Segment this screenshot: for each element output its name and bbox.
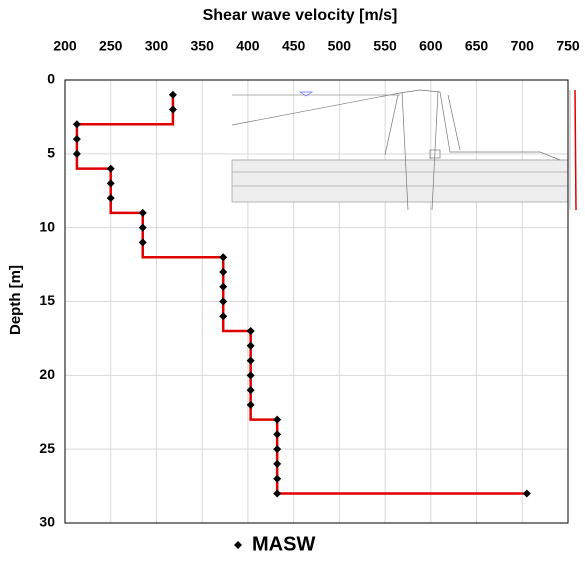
plot-frame: [64, 79, 569, 524]
data-point: [106, 179, 115, 188]
data-point: [219, 282, 228, 291]
data-point: [273, 445, 282, 454]
data-point: [219, 253, 228, 262]
x-tick-label: 300: [145, 38, 169, 54]
data-point: [246, 400, 255, 409]
x-tick-label: 650: [465, 38, 489, 54]
x-tick-label: 400: [236, 38, 260, 54]
data-point: [138, 223, 147, 232]
data-point: [106, 164, 115, 173]
x-tick-label: 350: [191, 38, 215, 54]
y-tick-label: 10: [39, 218, 55, 234]
data-point: [168, 105, 177, 114]
data-point: [273, 474, 282, 483]
data-point: [168, 90, 177, 99]
dam-inset: [231, 89, 577, 211]
data-point: [246, 341, 255, 350]
y-tick-label: 0: [47, 71, 55, 87]
x-tick-label: 550: [373, 38, 397, 54]
x-tick-label: 200: [53, 38, 77, 54]
legend-marker: [234, 541, 242, 549]
y-tick-label: 15: [39, 292, 55, 308]
data-point: [246, 356, 255, 365]
data-point: [246, 386, 255, 395]
chart-title: Shear wave velocity [m/s]: [203, 7, 398, 24]
y-tick-label: 20: [39, 366, 55, 382]
y-tick-label: 5: [47, 145, 55, 161]
x-tick-label: 250: [99, 38, 123, 54]
data-point: [273, 489, 282, 498]
data-point: [219, 297, 228, 306]
x-tick-label: 750: [556, 38, 580, 54]
x-tick-label: 500: [328, 38, 352, 54]
y-tick-label: 25: [39, 440, 55, 456]
data-point: [138, 208, 147, 217]
profile-line: [75, 94, 527, 495]
legend-label: MASW: [252, 533, 315, 555]
data-point: [273, 459, 282, 468]
data-point: [219, 267, 228, 276]
data-point: [273, 430, 282, 439]
data-point: [138, 238, 147, 247]
y-axis-label: Depth [m]: [7, 265, 24, 335]
data-point: [522, 489, 531, 498]
data-point: [106, 194, 115, 203]
x-tick-label: 600: [419, 38, 443, 54]
data-point: [72, 135, 81, 144]
data-point: [72, 149, 81, 158]
data-point: [246, 371, 255, 380]
y-tick-label: 30: [39, 514, 55, 530]
x-tick-label: 450: [282, 38, 306, 54]
data-point: [219, 312, 228, 321]
data-point: [273, 415, 282, 424]
x-tick-label: 700: [511, 38, 535, 54]
data-point: [72, 120, 81, 129]
data-point: [246, 327, 255, 336]
